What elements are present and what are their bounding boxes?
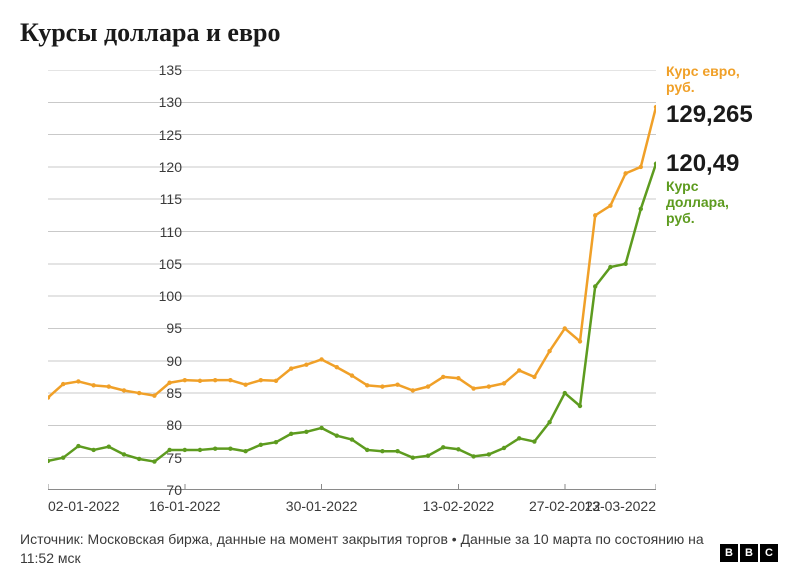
y-tick-label: 120 xyxy=(159,159,182,175)
bbc-logo: BBC xyxy=(720,544,778,562)
series-labels-area: Курс евро,руб.129,265120,49Курсдоллара,р… xyxy=(664,70,788,490)
y-tick-label: 90 xyxy=(166,353,182,369)
y-tick-label: 135 xyxy=(159,62,182,78)
x-tick-label: 30-01-2022 xyxy=(286,498,358,514)
x-tick-label: 02-01-2022 xyxy=(48,498,120,514)
series-value-eur: 129,265 xyxy=(666,101,753,129)
y-tick-label: 85 xyxy=(166,385,182,401)
chart-title: Курсы доллара и евро xyxy=(20,18,280,48)
series-label-eur: Курс евро,руб. xyxy=(666,63,740,95)
y-tick-label: 125 xyxy=(159,127,182,143)
series-value-usd: 120,49 xyxy=(666,150,739,178)
y-tick-label: 105 xyxy=(159,256,182,272)
logo-block: B xyxy=(740,544,758,562)
x-tick-label: 13-03-2022 xyxy=(584,498,656,514)
y-tick-label: 75 xyxy=(166,450,182,466)
x-tick-label: 16-01-2022 xyxy=(149,498,221,514)
source-footer: Источник: Московская биржа, данные на мо… xyxy=(20,530,706,568)
logo-block: B xyxy=(720,544,738,562)
logo-block: C xyxy=(760,544,778,562)
y-tick-label: 80 xyxy=(166,417,182,433)
y-tick-label: 115 xyxy=(160,191,182,207)
series-markers-eur xyxy=(48,105,656,400)
y-tick-label: 95 xyxy=(166,320,182,336)
chart-container: Курсы доллара и евро Курс евро,руб. 129,2… xyxy=(0,0,796,582)
y-tick-label: 100 xyxy=(159,288,182,304)
x-tick-label: 13-02-2022 xyxy=(423,498,495,514)
y-tick-label: 70 xyxy=(166,482,182,498)
y-tick-label: 110 xyxy=(160,224,182,240)
series-label-usd: Курсдоллара,руб. xyxy=(666,178,729,226)
line-chart-svg xyxy=(48,70,656,490)
plot-area xyxy=(48,70,656,490)
series-line-usd xyxy=(48,164,656,462)
series-markers-usd xyxy=(48,162,656,464)
series-line-eur xyxy=(48,107,656,398)
y-tick-label: 130 xyxy=(159,94,182,110)
